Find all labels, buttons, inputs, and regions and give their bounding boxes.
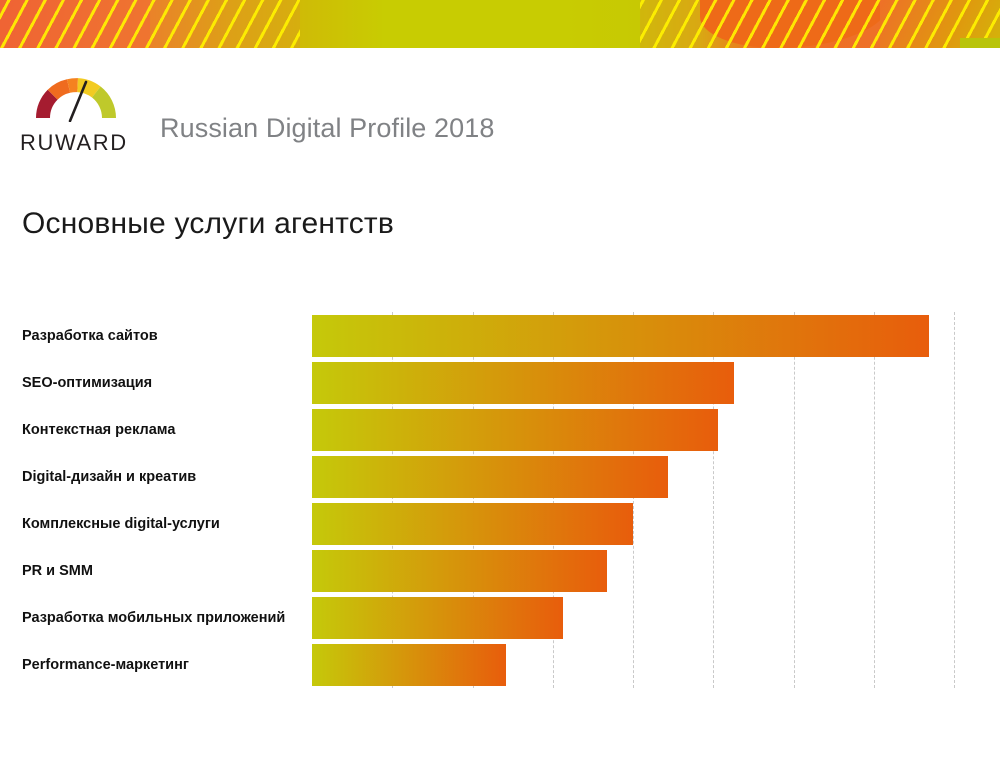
bar bbox=[312, 362, 735, 404]
banner-clear-lime-panel bbox=[300, 0, 640, 48]
bar bbox=[312, 597, 564, 639]
page-title: Основные услуги агентств bbox=[22, 207, 394, 240]
gridline-50 bbox=[713, 312, 715, 688]
gridline-30 bbox=[552, 312, 554, 688]
gridline-80 bbox=[954, 312, 955, 688]
category-label: Digital-дизайн и креатив bbox=[22, 469, 197, 485]
banner-blob-green-sliver bbox=[960, 38, 1000, 48]
bar-row bbox=[312, 503, 954, 545]
gridline-20 bbox=[472, 312, 474, 688]
category-label: PR и SMM bbox=[22, 563, 93, 579]
gridline-60 bbox=[793, 312, 795, 688]
gridline-10 bbox=[392, 312, 394, 688]
ruward-logo: RUWARD bbox=[20, 70, 145, 156]
bar bbox=[312, 503, 633, 545]
gridline-70 bbox=[873, 312, 875, 688]
bar-row bbox=[312, 644, 954, 686]
plot-area bbox=[312, 312, 955, 688]
bar bbox=[312, 644, 507, 686]
bar-row bbox=[312, 456, 954, 498]
gridline-40 bbox=[633, 312, 634, 688]
bar bbox=[312, 409, 719, 451]
deck-title: Russian Digital Profile 2018 bbox=[160, 113, 495, 143]
category-label: Разработка мобильных приложений bbox=[22, 610, 286, 626]
bar-chart: Разработка сайтов SEO-оптимизация Контекст… bbox=[0, 300, 1000, 720]
category-label: SEO-оптимизация bbox=[22, 375, 153, 391]
bar-row bbox=[312, 409, 954, 451]
gauge-icon bbox=[30, 70, 122, 123]
bar-row bbox=[312, 550, 954, 592]
decorative-banner bbox=[0, 0, 1000, 48]
category-label: Performance-маркетинг bbox=[22, 657, 189, 673]
bar bbox=[312, 456, 669, 498]
bar-row bbox=[312, 597, 954, 639]
bar-row bbox=[312, 362, 954, 404]
bar bbox=[312, 315, 930, 357]
category-label: Разработка сайтов bbox=[22, 328, 158, 344]
category-label: Контекстная реклама bbox=[22, 422, 176, 438]
bar-row bbox=[312, 315, 954, 357]
category-label: Комплексные digital-услуги bbox=[22, 516, 220, 532]
ruward-wordmark: RUWARD bbox=[20, 130, 128, 155]
bar bbox=[312, 550, 607, 592]
